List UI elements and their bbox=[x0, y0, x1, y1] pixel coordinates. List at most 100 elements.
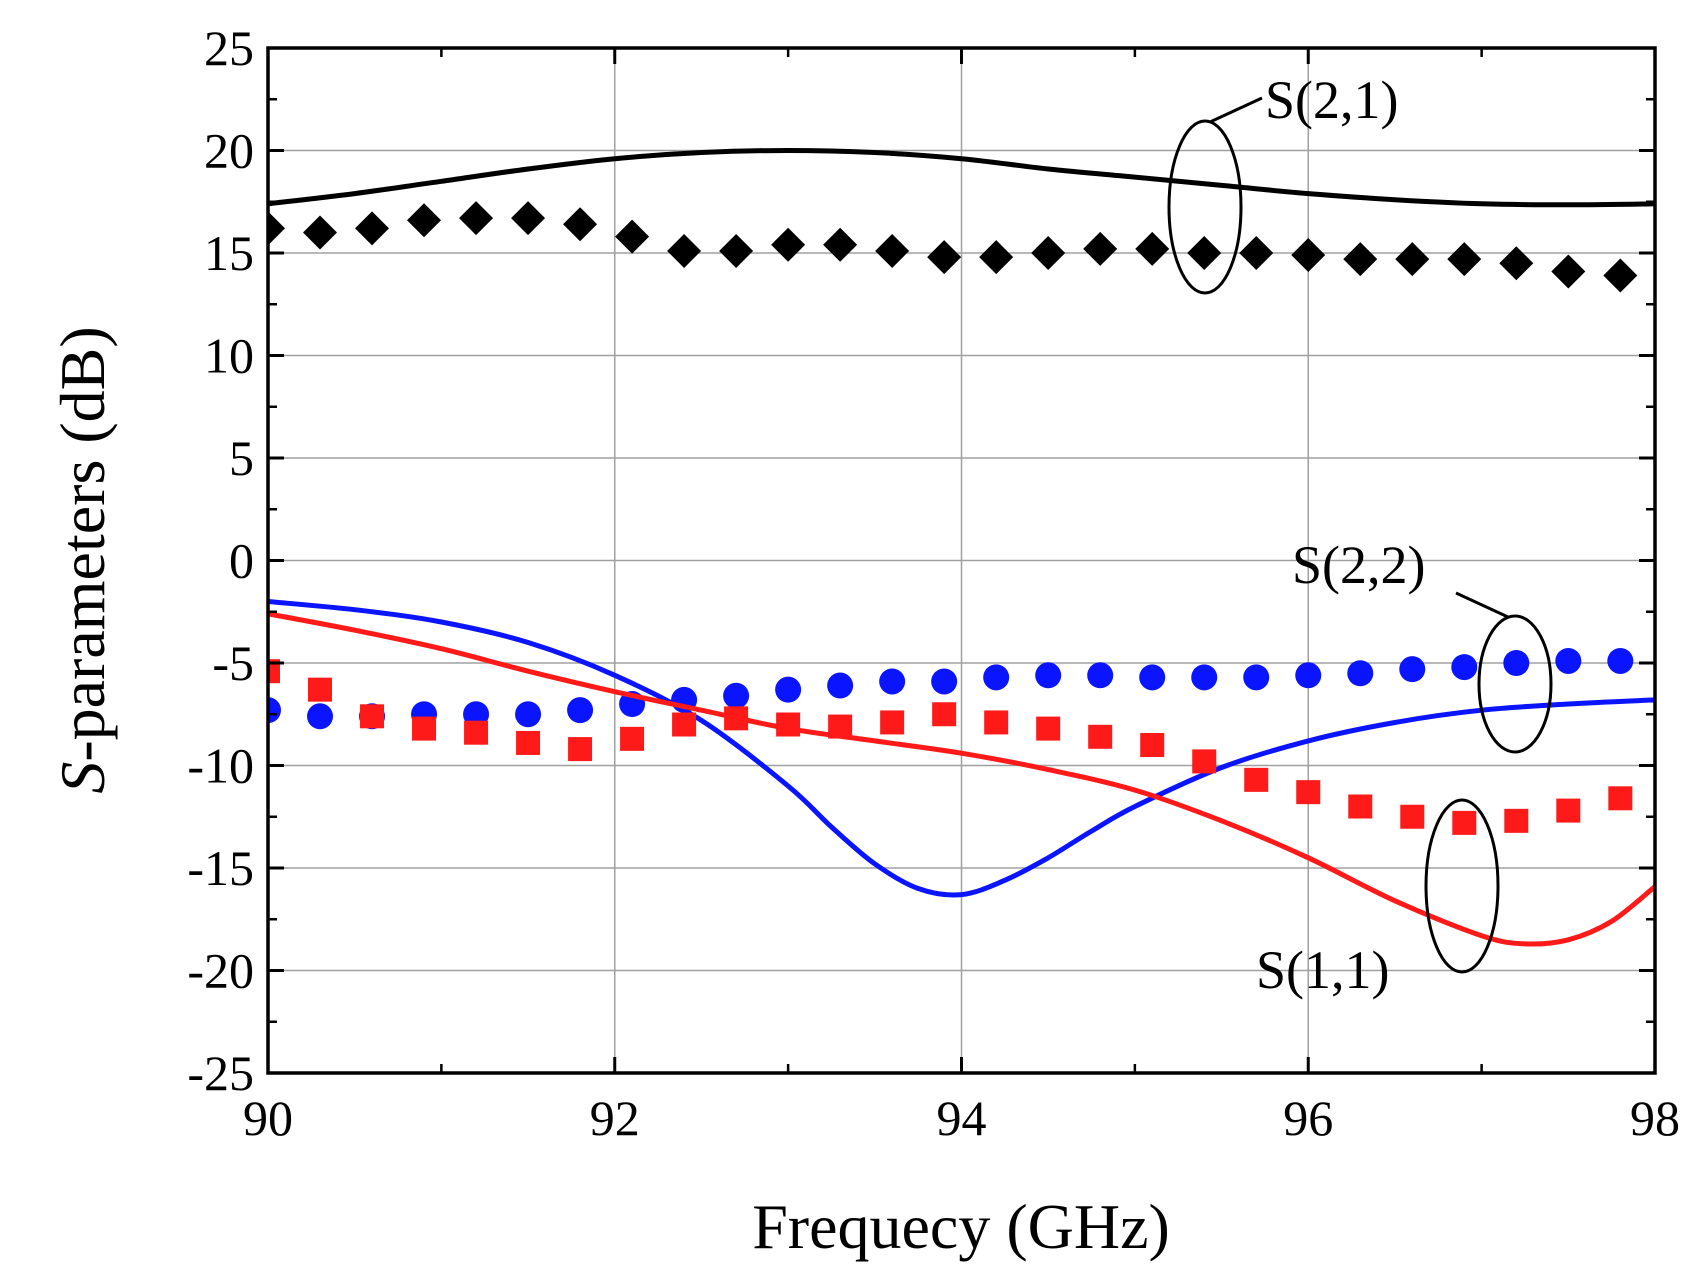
data-point-circle bbox=[879, 668, 906, 695]
x-tick-label: 98 bbox=[1630, 1090, 1680, 1146]
data-point-diamond bbox=[563, 207, 598, 242]
data-point-circle bbox=[983, 664, 1010, 691]
series-0 bbox=[268, 148, 1655, 208]
y-tick-label: 0 bbox=[229, 533, 254, 589]
y-tick-label: -15 bbox=[187, 840, 254, 896]
data-point-square bbox=[1608, 786, 1633, 811]
data-point-circle bbox=[931, 668, 958, 695]
data-point-diamond bbox=[268, 211, 285, 246]
data-point-square bbox=[1504, 808, 1529, 833]
data-point-diamond bbox=[1447, 242, 1482, 277]
data-point-diamond bbox=[303, 215, 338, 250]
data-point-circle bbox=[268, 697, 281, 724]
data-point-square bbox=[1556, 798, 1581, 823]
data-point-circle bbox=[827, 672, 854, 699]
data-point-circle bbox=[1087, 662, 1114, 689]
data-point-circle bbox=[1503, 650, 1530, 676]
data-point-square bbox=[1088, 724, 1113, 749]
data-point-square bbox=[828, 714, 853, 739]
data-point-square bbox=[1452, 810, 1477, 835]
y-axis-title: S-parameters (dB) bbox=[47, 326, 118, 793]
data-point-square bbox=[880, 710, 905, 735]
s22-ellipse bbox=[1477, 614, 1553, 754]
data-point-square bbox=[620, 726, 645, 751]
s22-leader-line bbox=[1455, 591, 1509, 619]
s21-annotation-label: S(2,1) bbox=[1265, 70, 1399, 130]
y-tick-label: 10 bbox=[204, 328, 254, 384]
data-point-square bbox=[984, 710, 1009, 735]
data-point-diamond bbox=[1603, 258, 1638, 293]
x-tick-label: 92 bbox=[590, 1090, 640, 1146]
data-point-circle bbox=[1139, 664, 1166, 691]
series-4 bbox=[268, 611, 1655, 947]
data-point-diamond bbox=[979, 240, 1014, 275]
data-point-diamond bbox=[1551, 254, 1586, 289]
data-point-square bbox=[1140, 733, 1165, 757]
y-tick-label: 20 bbox=[204, 123, 254, 179]
x-tick-label: 96 bbox=[1283, 1090, 1333, 1146]
data-point-square bbox=[568, 737, 593, 762]
x-axis-title: Frequecy (GHz) bbox=[752, 1191, 1170, 1262]
data-point-square bbox=[724, 706, 749, 731]
axis-ticks bbox=[266, 46, 1657, 1075]
s22-annotation-label: S(2,2) bbox=[1292, 535, 1426, 595]
data-point-diamond bbox=[459, 201, 494, 236]
y-tick-label: -20 bbox=[187, 943, 254, 999]
data-point-square bbox=[1400, 804, 1425, 829]
data-point-circle bbox=[1607, 647, 1634, 674]
data-point-circle bbox=[775, 676, 802, 703]
data-point-square bbox=[1296, 780, 1321, 805]
data-point-circle bbox=[515, 701, 542, 728]
y-tick-label: -5 bbox=[212, 635, 254, 691]
series-line bbox=[268, 148, 1655, 208]
data-point-square bbox=[1192, 749, 1217, 774]
data-point-circle bbox=[307, 703, 334, 730]
data-point-square bbox=[516, 730, 541, 755]
data-point-diamond bbox=[511, 201, 546, 236]
data-point-diamond bbox=[407, 203, 442, 238]
series-5 bbox=[268, 659, 1633, 835]
data-point-diamond bbox=[927, 240, 962, 275]
data-point-diamond bbox=[823, 227, 858, 262]
y-tick-label: 15 bbox=[204, 225, 254, 281]
data-point-diamond bbox=[1135, 231, 1170, 266]
data-point-square bbox=[464, 720, 489, 745]
series-line bbox=[268, 599, 1655, 898]
y-tick-label: -25 bbox=[187, 1045, 254, 1101]
data-point-diamond bbox=[1031, 236, 1066, 270]
data-point-square bbox=[360, 704, 385, 729]
data-point-circle bbox=[1035, 662, 1062, 689]
data-point-diamond bbox=[1291, 238, 1326, 273]
data-point-diamond bbox=[1083, 231, 1118, 266]
data-point-circle bbox=[1451, 654, 1478, 681]
data-point-diamond bbox=[1499, 246, 1534, 281]
s11-ellipse bbox=[1424, 798, 1500, 974]
data-point-diamond bbox=[771, 227, 806, 262]
y-tick-label: 25 bbox=[204, 20, 254, 76]
series-1 bbox=[268, 201, 1638, 293]
y-axis-title-italic: S bbox=[47, 762, 118, 794]
s11-annotation-label: S(1,1) bbox=[1256, 940, 1390, 1000]
data-point-circle bbox=[567, 697, 594, 724]
annotations bbox=[1167, 96, 1553, 974]
s21-leader-line bbox=[1209, 96, 1263, 124]
data-point-diamond bbox=[1239, 236, 1274, 270]
data-point-square bbox=[932, 702, 957, 727]
data-point-circle bbox=[1191, 664, 1218, 691]
data-point-diamond bbox=[615, 219, 650, 254]
data-point-square bbox=[308, 677, 333, 702]
data-point-square bbox=[412, 716, 437, 741]
data-point-circle bbox=[723, 682, 750, 709]
data-point-square bbox=[776, 712, 801, 737]
series-2 bbox=[268, 599, 1655, 898]
data-point-square bbox=[1348, 794, 1373, 819]
tick-labels: 90 92 94 96 98 -25 -20 -15 -10 -5 0 5 10 15 20 25 bbox=[187, 20, 1680, 1146]
data-point-square bbox=[1244, 767, 1269, 792]
data-point-circle bbox=[1347, 660, 1374, 687]
x-tick-label: 94 bbox=[937, 1090, 987, 1146]
data-point-square bbox=[672, 712, 697, 737]
data-point-diamond bbox=[1395, 242, 1430, 277]
y-tick-label: -10 bbox=[187, 738, 254, 794]
data-point-square bbox=[268, 659, 280, 684]
